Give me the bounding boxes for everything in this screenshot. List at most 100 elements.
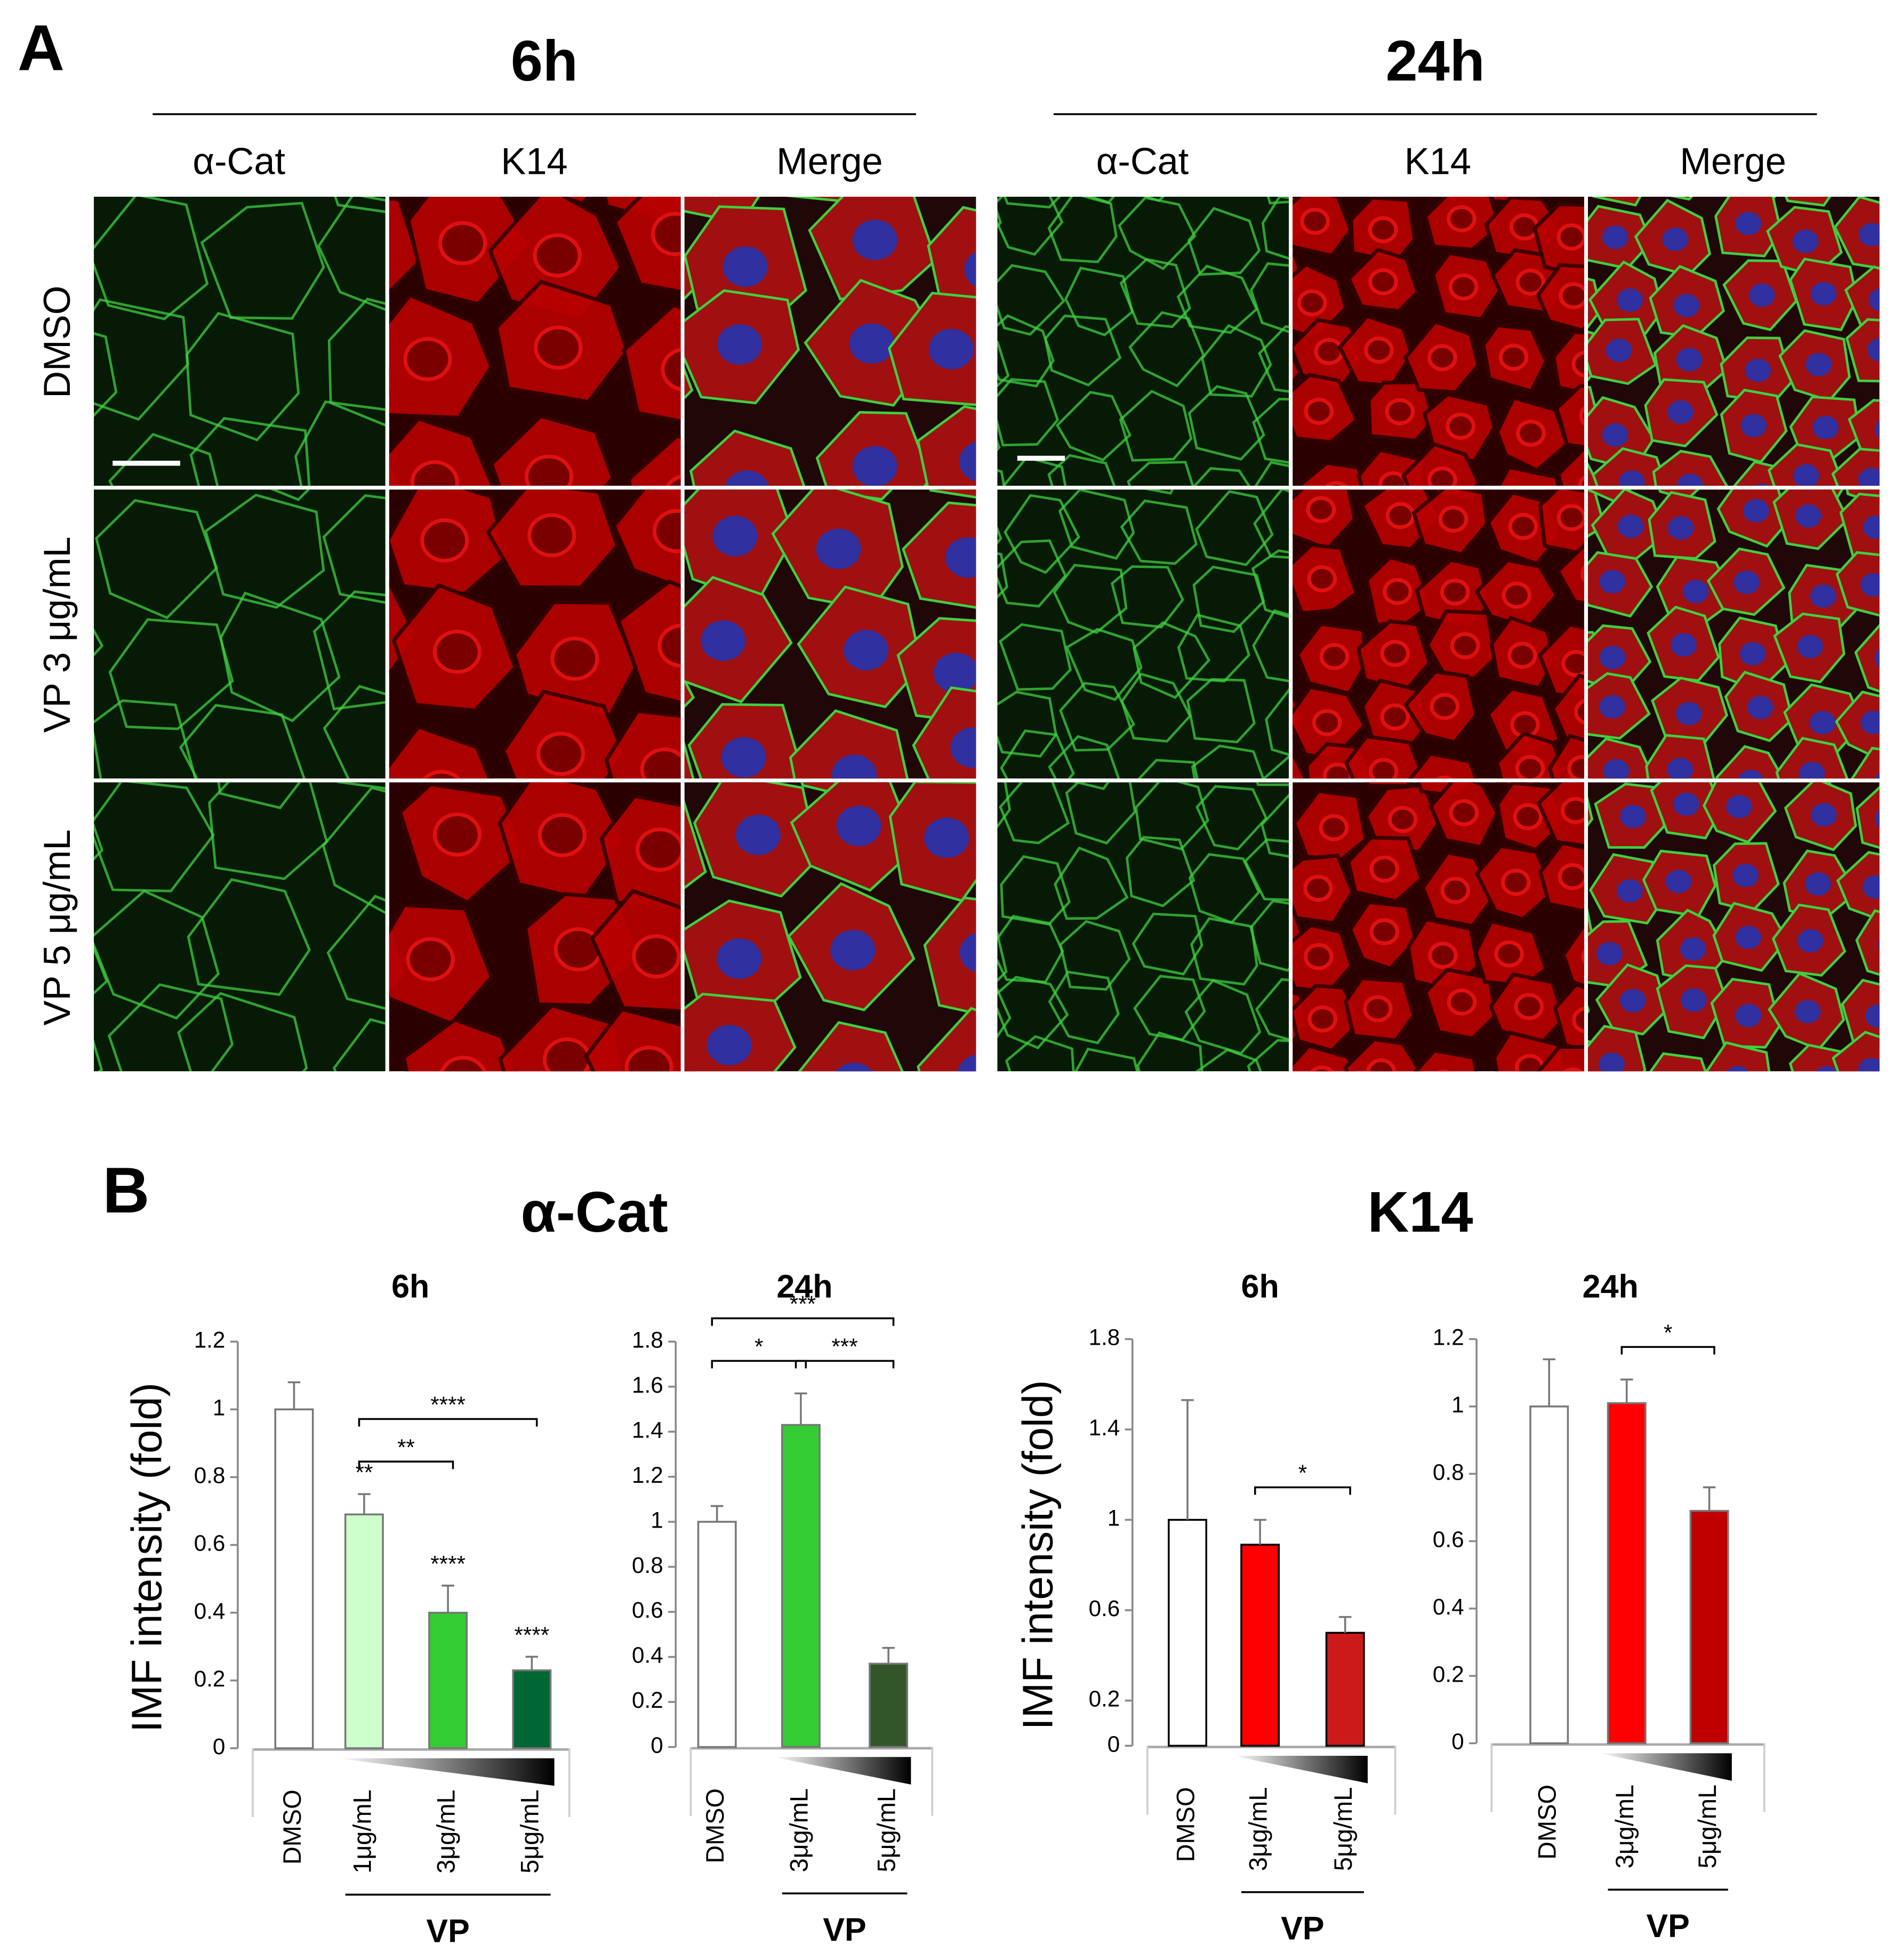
cell-border: [997, 196, 1064, 256]
error-bar: [710, 1505, 724, 1522]
cell-body: [684, 366, 694, 400]
cell-body: [1561, 922, 1584, 989]
channel-label: Merge: [776, 140, 883, 182]
cell-body: [1670, 196, 1694, 201]
cell-border: [1118, 196, 1197, 270]
cell-nucleus: [950, 727, 976, 768]
cell-nucleus: [1680, 937, 1706, 961]
cell-border: [1000, 729, 1075, 779]
cell-nucleus: [661, 348, 681, 391]
cell-border: [1249, 262, 1289, 333]
cell-nucleus: [1387, 806, 1418, 833]
cell-border: [189, 417, 311, 486]
chart-title: 24h: [776, 1268, 832, 1305]
cell-border: [1193, 467, 1251, 486]
cell-nucleus: [652, 509, 681, 553]
cell-nucleus: [1509, 213, 1539, 240]
cell-nucleus: [1662, 227, 1689, 251]
cell-nucleus: [1667, 758, 1694, 779]
cell-nucleus: [1516, 420, 1546, 447]
cell-border: [999, 623, 1072, 691]
cell-body: [1551, 673, 1584, 748]
cell-nucleus: [1450, 632, 1480, 660]
cell-body: [927, 206, 976, 321]
micrograph: [684, 782, 976, 1072]
y-tick-label: 0.6: [1089, 1596, 1120, 1621]
cell-border: [322, 786, 386, 914]
cell-border: [1003, 196, 1062, 209]
cell-body: [1844, 265, 1880, 331]
cell-nucleus: [432, 630, 481, 674]
cell-body: [1835, 551, 1880, 617]
cell-border: [1261, 793, 1289, 858]
cell-nucleus: [1606, 339, 1632, 362]
comparison-label: ***: [831, 1334, 857, 1359]
cell-border: [997, 469, 1006, 486]
cell-nucleus: [657, 623, 681, 668]
y-tick-label: 1: [651, 1507, 663, 1532]
x-tick-label: 5μg/mL: [1329, 1787, 1357, 1871]
cell-nucleus: [1858, 1058, 1880, 1072]
cell-nucleus: [1805, 352, 1832, 376]
cell-border: [322, 494, 386, 604]
cell-nucleus: [1792, 229, 1819, 253]
cell-nucleus: [1556, 504, 1584, 532]
y-tick-label: 0: [213, 1734, 226, 1759]
cell-nucleus: [1438, 505, 1468, 533]
cell-body: [389, 196, 422, 295]
cell-nucleus: [1810, 282, 1837, 306]
cell-border: [1184, 979, 1262, 1055]
cell-body: [1344, 734, 1426, 779]
cell-body: [1836, 850, 1880, 921]
cell-body: [684, 741, 695, 779]
cell-nucleus: [1368, 758, 1399, 779]
x-tick-label: 5μg/mL: [873, 1788, 901, 1872]
micrograph: [997, 782, 1289, 1072]
channel-label: K14: [501, 140, 567, 182]
cell-nucleus: [1440, 579, 1470, 606]
cell-nucleus: [1618, 470, 1645, 486]
y-tick-label: 1: [1108, 1506, 1120, 1531]
cell-nucleus: [1559, 282, 1584, 310]
micrograph: [1587, 489, 1880, 779]
cell-nucleus: [1726, 794, 1752, 818]
cell-nucleus: [1735, 212, 1761, 236]
micrograph: [1587, 782, 1880, 1072]
y-tick-label: 0.6: [194, 1531, 226, 1556]
cell-nucleus: [1797, 634, 1823, 658]
cell-body: [389, 724, 492, 779]
cell-border: [1143, 489, 1174, 495]
cell-body: [684, 677, 695, 709]
cell-body: [1413, 1048, 1479, 1072]
error-bar: [1620, 1378, 1633, 1403]
cell-body: [1839, 493, 1880, 559]
cell-nucleus: [1874, 649, 1880, 668]
cell-border: [327, 298, 386, 427]
cell-nucleus: [1596, 942, 1623, 966]
cell-border: [1047, 454, 1116, 486]
y-axis-label: IMF intensity (fold): [123, 1383, 171, 1732]
bar: [1168, 1519, 1207, 1747]
cell-border: [94, 699, 197, 779]
cell-border: [1265, 688, 1289, 756]
cell-nucleus: [1306, 496, 1336, 524]
cell-border: [219, 591, 341, 722]
cell-body: [1408, 751, 1478, 779]
cell-nucleus: [1735, 926, 1761, 950]
cell-nucleus: [1740, 642, 1766, 665]
y-tick-label: 0.8: [632, 1553, 663, 1578]
cell-body: [1536, 1045, 1584, 1072]
cell-nucleus: [1515, 268, 1546, 296]
cell-nucleus: [831, 754, 877, 779]
cell-nucleus: [1366, 1058, 1397, 1072]
cell-nucleus: [403, 337, 452, 381]
cell-border: [94, 196, 209, 320]
cell-body: [1850, 746, 1880, 779]
cell-border: [1249, 899, 1289, 972]
cell-border: [95, 499, 218, 620]
cell-border: [208, 782, 328, 880]
cell-nucleus: [1303, 874, 1333, 902]
x-tick-label: DMSO: [1534, 1785, 1561, 1860]
significance-label: ****: [514, 1622, 549, 1648]
cell-nucleus: [1368, 216, 1398, 244]
